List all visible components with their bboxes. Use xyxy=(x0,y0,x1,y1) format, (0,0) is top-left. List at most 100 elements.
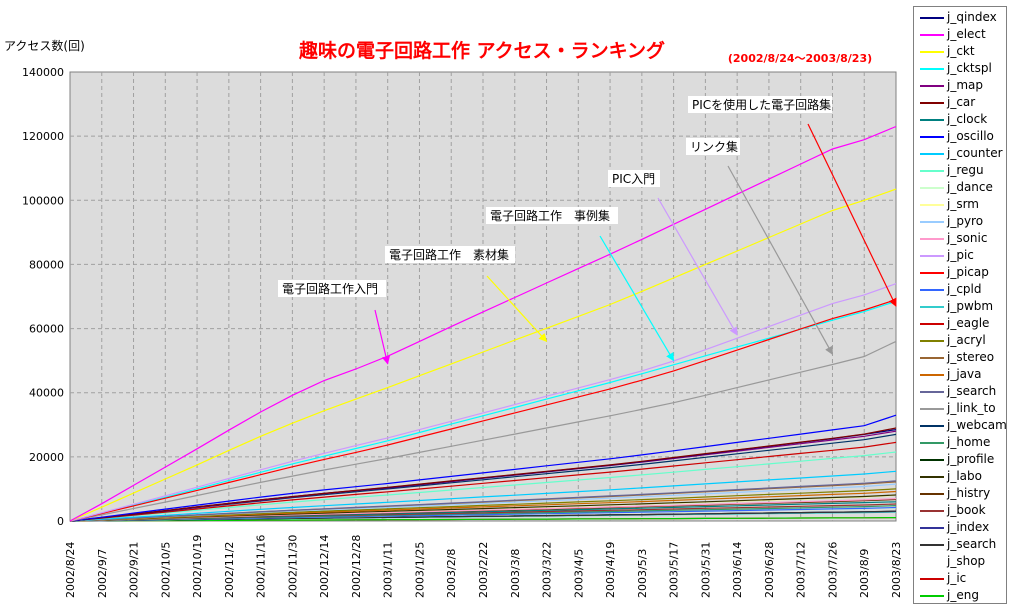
legend-swatch xyxy=(920,561,944,563)
legend-label: j_regu xyxy=(947,163,984,177)
legend-item: j_srm xyxy=(914,196,1008,213)
legend-swatch xyxy=(920,272,944,274)
x-tick-label: 2003/5/17 xyxy=(668,542,681,598)
x-tick-label: 2003/5/31 xyxy=(699,542,712,598)
legend-item: j_pic xyxy=(914,247,1008,264)
legend-label: j_oscillo xyxy=(947,129,994,143)
legend-swatch xyxy=(920,357,944,359)
legend: j_qindex j_elect j_ckt j_cktspl j_map j_car j_… xyxy=(913,6,1007,604)
legend-item: j_java xyxy=(914,366,1008,383)
x-tick-label: 2002/9/7 xyxy=(96,549,109,598)
annotation-box xyxy=(686,138,740,155)
legend-swatch xyxy=(920,51,944,53)
annotation-arrow xyxy=(486,275,548,343)
legend-label: j_java xyxy=(947,367,982,381)
legend-item: j_eagle xyxy=(914,315,1008,332)
legend-label: j_webcam xyxy=(947,418,1007,432)
legend-item: j_cpld xyxy=(914,281,1008,298)
legend-item: j_map xyxy=(914,77,1008,94)
legend-item: j_histry xyxy=(914,485,1008,502)
legend-label: j_qindex xyxy=(947,10,997,24)
x-tick-label: 2002/10/5 xyxy=(159,542,172,598)
x-tick-label: 2003/2/22 xyxy=(477,542,490,598)
legend-label: j_search xyxy=(947,537,997,551)
x-tick-label: 2003/8/9 xyxy=(858,549,871,598)
legend-swatch xyxy=(920,136,944,138)
legend-label: j_histry xyxy=(947,486,991,500)
legend-item: j_counter xyxy=(914,145,1008,162)
legend-item: j_shop xyxy=(914,553,1008,570)
annotation-label: 電子回路工作 素材集 xyxy=(389,247,509,262)
legend-label: j_dance xyxy=(947,180,993,194)
x-tick-label: 2003/1/11 xyxy=(382,542,395,598)
x-tick-label: 2002/9/21 xyxy=(128,542,141,598)
legend-item: j_profile xyxy=(914,451,1008,468)
x-tick-label: 2003/7/26 xyxy=(826,542,839,598)
series-line-j_picap xyxy=(69,299,897,522)
x-tick-label: 2003/3/22 xyxy=(541,542,554,598)
annotation-arrow xyxy=(807,123,897,307)
legend-label: j_cpld xyxy=(947,282,982,296)
legend-item: j_search xyxy=(914,383,1008,400)
legend-item: j_dance xyxy=(914,179,1008,196)
chart-subtitle: (2002/8/24～2003/8/23) xyxy=(728,52,872,65)
legend-label: j_sonic xyxy=(947,231,988,245)
y-tick-labels: 0 20000 40000 60000 80000 100000 120000 140000 xyxy=(22,66,64,528)
legend-item: j_search xyxy=(914,536,1008,553)
annotation-arrow xyxy=(727,165,833,355)
x-tick-label: 2002/11/30 xyxy=(286,535,299,598)
legend-item: j_ckt xyxy=(914,43,1008,60)
legend-label: j_ckt xyxy=(947,44,975,58)
legend-item: j_clock xyxy=(914,111,1008,128)
series-line-j_eagle xyxy=(69,441,897,522)
legend-label: j_link_to xyxy=(947,401,996,415)
legend-item: j_cktspl xyxy=(914,60,1008,77)
annotation-box xyxy=(385,246,515,263)
legend-label: j_clock xyxy=(947,112,988,126)
legend-label: j_book xyxy=(947,503,986,517)
legend-swatch xyxy=(920,595,944,597)
legend-item: j_webcam xyxy=(914,417,1008,434)
x-tick-label: 2003/4/5 xyxy=(572,549,585,598)
legend-swatch xyxy=(920,170,944,172)
legend-item: j_eng xyxy=(914,587,1008,604)
legend-swatch xyxy=(920,510,944,512)
legend-item: j_pwbm xyxy=(914,298,1008,315)
legend-item: j_car xyxy=(914,94,1008,111)
legend-item: j_sonic xyxy=(914,230,1008,247)
series-line-j_ckt xyxy=(69,188,897,522)
y-tick-label: 0 xyxy=(57,515,64,528)
legend-label: j_shop xyxy=(947,554,986,568)
legend-swatch xyxy=(920,187,944,189)
legend-item: j_pyro xyxy=(914,213,1008,230)
legend-swatch xyxy=(920,17,944,19)
x-tick-label: 2003/7/12 xyxy=(795,542,808,598)
x-tick-label: 2003/1/25 xyxy=(413,542,426,598)
legend-swatch xyxy=(920,493,944,495)
annotation-label: PIC入門 xyxy=(612,172,655,186)
legend-item: j_book xyxy=(914,502,1008,519)
x-tick-label: 2003/3/8 xyxy=(509,549,522,598)
legend-label: j_profile xyxy=(947,452,995,466)
series-line-j_pic xyxy=(69,283,897,522)
legend-item: j_index xyxy=(914,519,1008,536)
y-tick-label: 100000 xyxy=(22,194,64,207)
legend-swatch xyxy=(920,442,944,444)
y-tick-label: 60000 xyxy=(29,323,64,336)
annotation-arrow xyxy=(657,197,738,336)
legend-swatch xyxy=(920,578,944,580)
series-line-j_oscillo xyxy=(69,414,897,522)
legend-swatch xyxy=(920,459,944,461)
legend-swatch xyxy=(920,153,944,155)
series-line-j_eng xyxy=(69,516,897,522)
legend-label: j_cktspl xyxy=(947,61,992,75)
legend-label: j_pwbm xyxy=(947,299,994,313)
legend-swatch xyxy=(920,476,944,478)
legend-swatch xyxy=(920,306,944,308)
annotations: 電子回路工作入門 電子回路工作 素材集 電子回路工作 事例集 PIC入門 リンク集 PIC… xyxy=(278,96,897,365)
legend-item: j_oscillo xyxy=(914,128,1008,145)
series-line-j_cktspl xyxy=(69,300,897,522)
legend-item: j_elect xyxy=(914,26,1008,43)
y-tick-label: 140000 xyxy=(22,66,64,79)
series-line-j_acryl xyxy=(69,488,897,522)
